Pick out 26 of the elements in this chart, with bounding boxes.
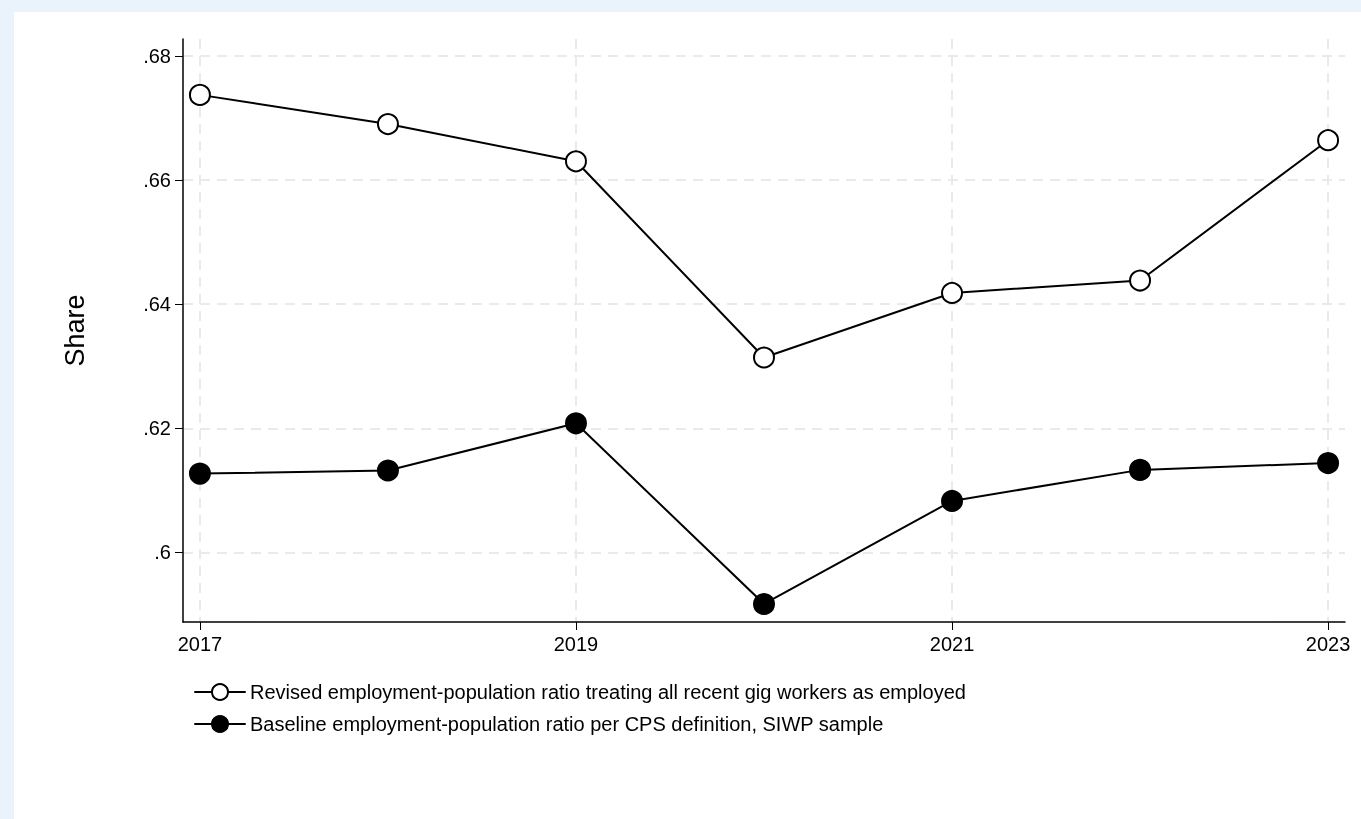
point [941, 489, 964, 512]
x-tick-label: 2023 [1305, 633, 1351, 655]
y-tick-label: .64 [143, 293, 171, 316]
point [376, 459, 399, 482]
x-tick-label: 2019 [553, 633, 599, 655]
point [188, 462, 211, 485]
y-axis-title: Share [59, 294, 90, 367]
point [188, 83, 211, 106]
point [376, 113, 399, 136]
y-tick-label: .62 [143, 417, 171, 440]
point [564, 150, 587, 173]
x-tick-label: 2021 [929, 633, 975, 655]
legend-label: Baseline employment-population ratio per CPS definition, SIWP sample [250, 713, 884, 735]
y-tick-label: .66 [143, 168, 171, 191]
point [1129, 458, 1152, 481]
point [753, 593, 775, 615]
y-tick-label: .68 [143, 44, 171, 67]
point [1317, 452, 1340, 475]
point [1129, 269, 1152, 292]
point [564, 412, 587, 435]
legend-label: Revised employment-population ratio treating all recent gig workers as employed [250, 681, 966, 703]
point [1317, 129, 1340, 152]
y-tick-label: .6 [154, 541, 171, 564]
point [753, 346, 775, 369]
point [941, 281, 964, 304]
x-tick-label: 2017 [177, 633, 223, 655]
